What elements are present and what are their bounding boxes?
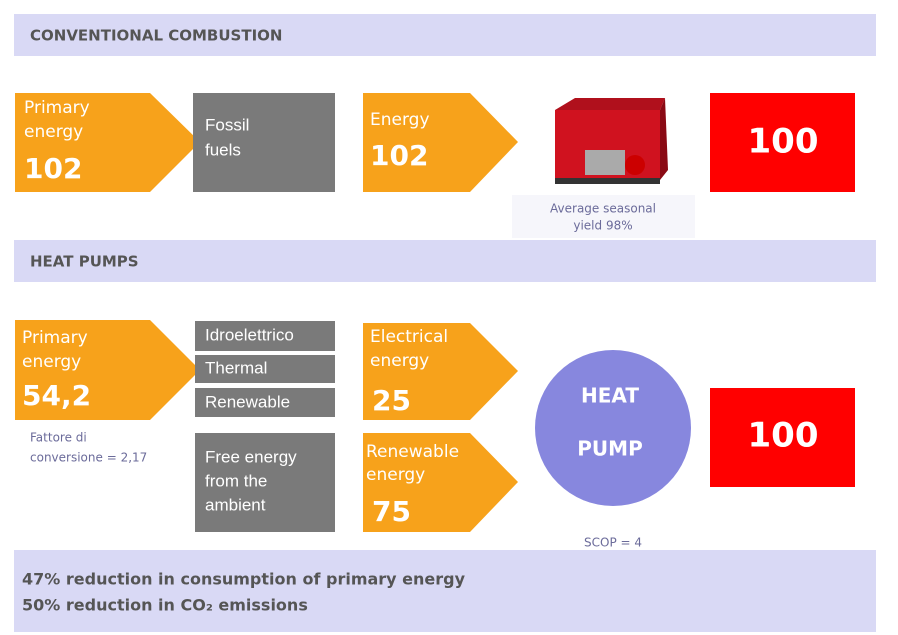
label: from the xyxy=(205,471,267,490)
value: 102 xyxy=(24,152,82,185)
label: Primary xyxy=(24,98,90,118)
note: Fattore di xyxy=(30,431,87,445)
section-title: CONVENTIONAL COMBUSTION xyxy=(30,27,282,45)
arrow xyxy=(363,93,518,192)
source-box xyxy=(195,388,335,417)
label: Renewable xyxy=(366,442,459,462)
value: 54,2 xyxy=(22,379,91,412)
label: energy xyxy=(22,352,81,372)
value: 102 xyxy=(370,139,428,172)
label: energy xyxy=(24,122,83,142)
output-box xyxy=(710,388,855,487)
label: ambient xyxy=(205,495,266,514)
value: 75 xyxy=(372,495,411,528)
source-box xyxy=(195,321,335,351)
label: Primary xyxy=(22,328,88,348)
output: 100 xyxy=(748,416,819,456)
label: Fossil xyxy=(205,115,249,134)
output: 100 xyxy=(748,122,819,162)
label: Renewable xyxy=(205,392,290,411)
label: energy xyxy=(366,465,425,485)
arrow xyxy=(15,93,200,192)
footer-line: 47% reduction in consumption of primary … xyxy=(22,570,466,589)
section-band xyxy=(14,240,876,282)
caption-box xyxy=(512,195,695,238)
boiler-icon xyxy=(555,98,668,184)
label: fuels xyxy=(205,140,241,159)
output-box xyxy=(710,93,855,192)
label: Free energy xyxy=(205,447,297,466)
ambient-box xyxy=(195,433,335,532)
device-label: HEAT xyxy=(581,384,639,408)
label: Energy xyxy=(370,110,430,130)
source-box xyxy=(195,355,335,383)
arrow xyxy=(363,323,518,420)
device-label: PUMP xyxy=(577,437,642,461)
label: Thermal xyxy=(205,358,267,377)
arrow xyxy=(15,320,200,420)
arrow xyxy=(363,433,518,532)
footer-line: 50% reduction in CO₂ emissions xyxy=(22,596,308,615)
value: 25 xyxy=(372,384,411,417)
label: Electrical xyxy=(370,327,448,347)
section-title: HEAT PUMPS xyxy=(30,253,139,271)
caption: yield 98% xyxy=(573,219,632,233)
label: Idroelettrico xyxy=(205,325,294,344)
caption: SCOP = 4 xyxy=(584,536,642,550)
note: conversione = 2,17 xyxy=(30,451,147,465)
caption: Average seasonal xyxy=(550,202,656,216)
footer-band xyxy=(14,550,876,632)
section-band xyxy=(14,14,876,56)
heat-pump-circle xyxy=(535,350,691,506)
label: energy xyxy=(370,351,429,371)
source-box xyxy=(193,93,335,192)
